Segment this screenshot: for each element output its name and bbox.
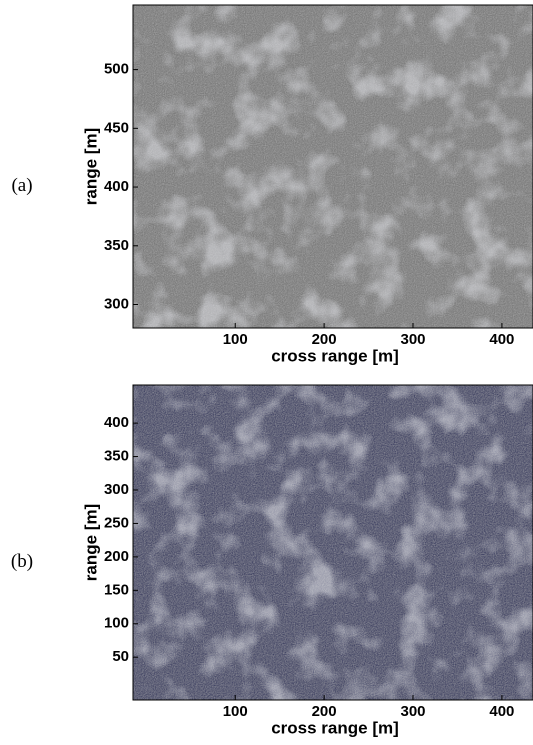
x-tick-label: 400 bbox=[489, 703, 514, 720]
y-tick-label: 200 bbox=[104, 548, 129, 565]
y-tick-label: 100 bbox=[104, 615, 129, 632]
panel-label: (b) bbox=[11, 551, 33, 572]
y-tick-label: 350 bbox=[104, 237, 129, 254]
image-texture bbox=[133, 5, 533, 328]
x-tick-label: 100 bbox=[223, 703, 248, 720]
y-tick-label: 400 bbox=[104, 178, 129, 195]
x-axis-label: cross range [m] bbox=[271, 346, 399, 365]
y-tick-label: 500 bbox=[104, 61, 129, 78]
y-tick-label: 400 bbox=[104, 414, 129, 431]
y-axis-label: range [m] bbox=[81, 504, 100, 581]
y-tick-label: 300 bbox=[104, 481, 129, 498]
plot-frame bbox=[132, 384, 533, 701]
y-tick-label: 450 bbox=[104, 119, 129, 136]
plot-frame bbox=[132, 4, 533, 329]
x-tick-label: 400 bbox=[489, 331, 514, 348]
x-tick-label: 300 bbox=[400, 331, 425, 348]
y-tick-label: 300 bbox=[104, 295, 129, 312]
x-tick-label: 200 bbox=[312, 703, 337, 720]
y-tick-label: 350 bbox=[104, 448, 129, 465]
image-texture bbox=[133, 385, 533, 700]
x-tick-label: 300 bbox=[400, 703, 425, 720]
x-tick-label: 200 bbox=[312, 331, 337, 348]
x-tick-label: 100 bbox=[223, 331, 248, 348]
y-tick-label: 150 bbox=[104, 581, 129, 598]
x-axis-label: cross range [m] bbox=[271, 718, 399, 737]
y-tick-label: 50 bbox=[112, 648, 129, 665]
y-axis-label: range [m] bbox=[81, 128, 100, 205]
panel-label: (a) bbox=[11, 175, 32, 196]
y-tick-label: 250 bbox=[104, 514, 129, 531]
